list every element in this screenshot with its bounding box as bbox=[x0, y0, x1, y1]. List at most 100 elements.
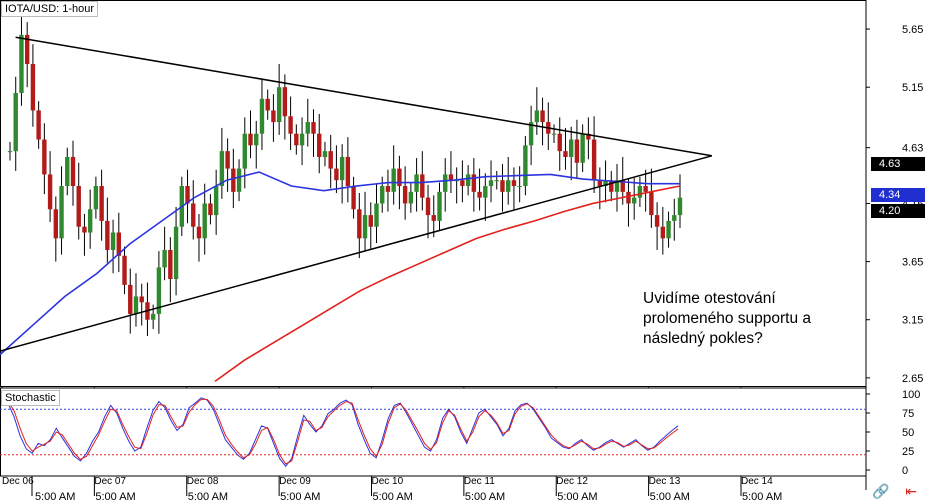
moving-average-red bbox=[214, 185, 681, 382]
candle-body bbox=[637, 186, 643, 198]
candle-body bbox=[196, 226, 202, 239]
candle-body bbox=[259, 98, 265, 134]
candle-body bbox=[202, 203, 207, 239]
candle-body bbox=[271, 110, 276, 123]
close-arrow-icon[interactable]: ⇤ bbox=[905, 483, 917, 499]
candle-body bbox=[408, 191, 414, 204]
candle-body bbox=[448, 174, 454, 181]
candle-body bbox=[425, 197, 431, 216]
candle-body bbox=[122, 255, 127, 285]
candle-body bbox=[93, 186, 99, 210]
chart-title: IOTA/USD: 1-hour bbox=[1, 1, 99, 17]
x-tick-day: Dec 06 bbox=[2, 476, 34, 487]
candle-body bbox=[65, 156, 70, 187]
candle-body bbox=[666, 220, 671, 239]
x-tick-day: Dec 11 bbox=[464, 476, 495, 487]
candle-body bbox=[288, 116, 293, 134]
candle-body bbox=[597, 180, 603, 187]
candle-body bbox=[231, 168, 236, 192]
price-tag-resistance: 4.63 bbox=[871, 157, 925, 171]
candle-body bbox=[294, 133, 299, 146]
candle-body bbox=[437, 191, 442, 221]
candle-body bbox=[557, 133, 562, 152]
stochastic-title: Stochastic bbox=[1, 390, 60, 406]
candle-body bbox=[420, 174, 425, 198]
candle-body bbox=[19, 34, 24, 94]
candle-body bbox=[460, 180, 465, 187]
candle-body bbox=[24, 34, 30, 64]
candle-body bbox=[465, 174, 471, 187]
price-tick-label: 3.15 bbox=[902, 315, 923, 327]
candle-body bbox=[385, 186, 391, 192]
candle-body bbox=[317, 133, 322, 157]
annotation-line-2: prolomeného supportu a bbox=[643, 310, 812, 327]
candle-body bbox=[523, 145, 528, 187]
candle-body bbox=[225, 151, 230, 169]
candle-body bbox=[591, 139, 597, 181]
candle-body bbox=[82, 226, 87, 233]
candle-body bbox=[626, 191, 631, 204]
candle-body bbox=[13, 93, 18, 152]
candle-body bbox=[540, 110, 545, 123]
x-tick-day: Dec 10 bbox=[371, 476, 403, 487]
candle-body bbox=[345, 156, 351, 187]
x-tick-time: 5:00 AM bbox=[188, 491, 228, 503]
candle-body bbox=[483, 186, 488, 198]
link-icon[interactable]: 🔗 bbox=[871, 483, 890, 499]
candle-body bbox=[242, 133, 247, 169]
x-tick-time: 5:00 AM bbox=[557, 491, 597, 503]
x-tick-time: 5:00 AM bbox=[372, 491, 412, 503]
footer-icons: 🔗 ⇤ bbox=[860, 483, 917, 500]
candle-body bbox=[185, 186, 190, 204]
candle-body bbox=[276, 87, 282, 123]
candle-body bbox=[534, 110, 540, 123]
x-tick-time: 5:00 AM bbox=[280, 491, 320, 503]
price-tick-label: 5.65 bbox=[902, 24, 923, 36]
candle-body bbox=[36, 110, 41, 140]
stochastic-d-line bbox=[1, 398, 679, 465]
candle-body bbox=[443, 174, 448, 192]
candle-body bbox=[517, 186, 522, 188]
candle-body bbox=[500, 180, 505, 192]
price-tick-label: 2.65 bbox=[902, 373, 923, 385]
candle-body bbox=[649, 191, 654, 216]
candle-body bbox=[614, 180, 620, 192]
candle-body bbox=[305, 122, 310, 134]
candle-body bbox=[70, 156, 76, 187]
candle-body bbox=[30, 63, 36, 111]
stoch-tick-label: 75 bbox=[902, 408, 914, 420]
candle-body bbox=[339, 156, 345, 181]
moving-average-blue bbox=[0, 171, 680, 356]
candle-body bbox=[191, 203, 196, 227]
price-tag-ma: 4.34 bbox=[871, 188, 925, 202]
x-tick-day: Dec 09 bbox=[279, 476, 311, 487]
candle-body bbox=[351, 186, 356, 210]
price-pane bbox=[0, 0, 867, 387]
candle-body bbox=[402, 186, 408, 204]
x-tick-time: 5:00 AM bbox=[35, 491, 75, 503]
candle-body bbox=[494, 180, 499, 182]
candle-body bbox=[551, 133, 557, 135]
candle-body bbox=[254, 133, 259, 146]
candle-body bbox=[580, 133, 585, 163]
candle-body bbox=[213, 186, 219, 216]
candle-body bbox=[511, 180, 517, 187]
x-tick-day: Dec 14 bbox=[741, 476, 773, 487]
stochastic-pane bbox=[0, 387, 867, 477]
candle-body bbox=[76, 186, 81, 227]
candle-body bbox=[139, 296, 144, 303]
candle-body bbox=[528, 122, 534, 146]
candle-body bbox=[334, 168, 339, 181]
candle-body bbox=[99, 186, 104, 221]
x-tick-time: 5:00 AM bbox=[650, 491, 690, 503]
candle-body bbox=[150, 313, 156, 320]
candle-body bbox=[374, 203, 379, 227]
stoch-tick-label: 0 bbox=[902, 465, 908, 477]
candle-body bbox=[574, 139, 580, 163]
candle-body bbox=[299, 133, 305, 146]
candle-body bbox=[431, 215, 436, 221]
annotation-line-3: následný pokles? bbox=[643, 330, 763, 347]
candle-body bbox=[133, 296, 139, 314]
candle-body bbox=[311, 122, 316, 134]
